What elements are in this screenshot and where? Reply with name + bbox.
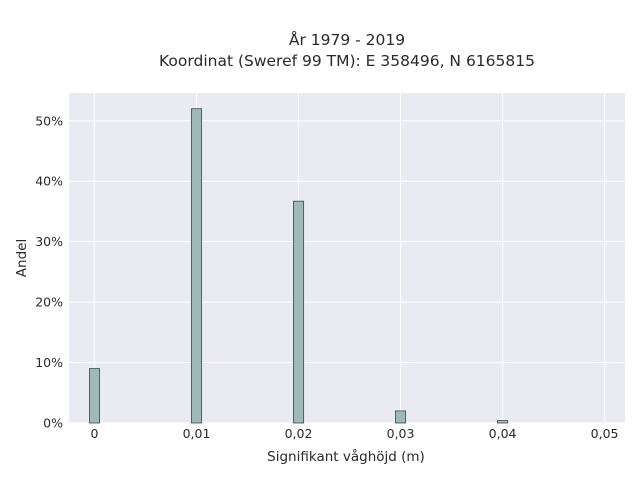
y-tick-label-5: 50% bbox=[35, 113, 63, 128]
bar-3 bbox=[395, 410, 407, 424]
plot-area bbox=[69, 93, 625, 423]
bar-0 bbox=[89, 368, 101, 424]
y-tick-label-3: 30% bbox=[35, 234, 63, 249]
gridlines bbox=[69, 93, 625, 424]
bars bbox=[89, 108, 509, 424]
y-tick-label-4: 40% bbox=[35, 174, 63, 189]
x-tick-label-2: 0,02 bbox=[285, 426, 313, 441]
bar-1 bbox=[191, 108, 203, 424]
x-axis-label: Signifikant våghöjd (m) bbox=[267, 448, 425, 465]
y-axis-label: Andel bbox=[14, 239, 30, 277]
y-tick-label-0: 0% bbox=[43, 416, 63, 431]
x-tick-label-1: 0,01 bbox=[183, 426, 211, 441]
x-tick-label-0: 0 bbox=[91, 426, 99, 441]
x-tick-label-5: 0,05 bbox=[591, 426, 619, 441]
chart-title-line-2: Koordinat (Sweref 99 TM): E 358496, N 61… bbox=[159, 52, 535, 70]
x-tick-labels: 0 0,01 0,02 0,03 0,04 0,05 bbox=[91, 426, 619, 441]
y-tick-label-1: 10% bbox=[35, 355, 63, 370]
x-tick-label-3: 0,03 bbox=[387, 426, 415, 441]
y-tick-label-2: 20% bbox=[35, 295, 63, 310]
y-tick-labels: 0% 10% 20% 30% 40% 50% bbox=[35, 113, 63, 430]
x-tick-label-4: 0,04 bbox=[489, 426, 517, 441]
chart-title-line-1: År 1979 - 2019 bbox=[289, 30, 405, 49]
bar-4 bbox=[497, 420, 509, 424]
bar-2 bbox=[293, 200, 305, 424]
